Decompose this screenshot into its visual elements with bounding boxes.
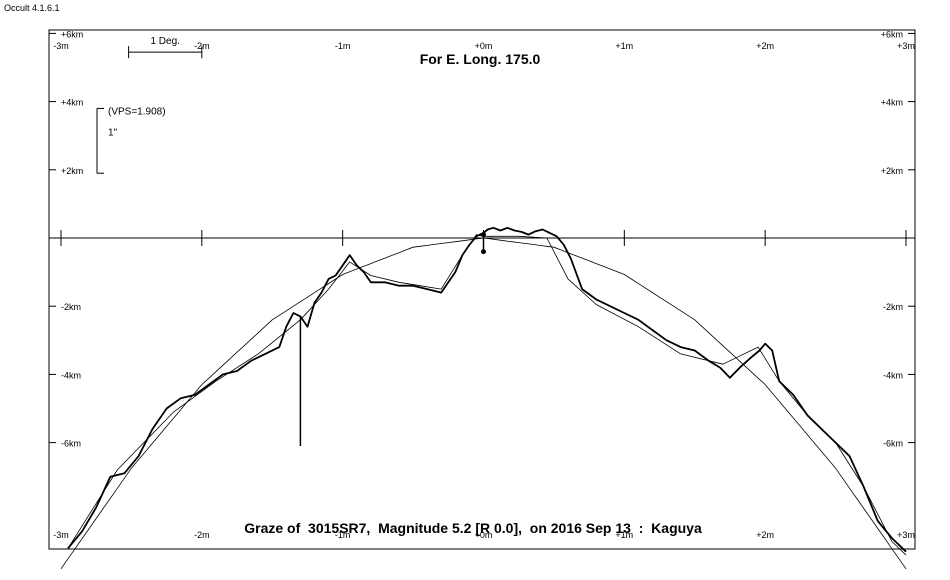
vertical-scale-label: (VPS=1.908) — [108, 106, 166, 117]
x-tick-label-top: +1m — [615, 41, 633, 51]
vertical-scale-unit-label: 1" — [108, 127, 118, 138]
graze-point-dot-bottom — [480, 249, 486, 255]
x-tick-label-bottom: +0m — [475, 530, 493, 540]
x-tick-label-top: +2m — [756, 41, 774, 51]
y-tick-label-right: -6km — [883, 439, 903, 449]
x-tick-label-top: +0m — [475, 41, 493, 51]
chart-subtitle: Graze of 3015SR7, Magnitude 5.2 [R 0.0],… — [244, 520, 702, 536]
y-tick-label-left: -6km — [61, 439, 81, 449]
y-tick-label-right: -2km — [883, 302, 903, 312]
plot-frame — [48, 29, 916, 550]
event-markers — [299, 232, 486, 447]
x-tick-label-bottom: +2m — [756, 530, 774, 540]
app-title: Occult 4.1.6.1 — [4, 3, 60, 13]
x-tick-label-bottom: +3m — [897, 530, 915, 540]
y-tick-label-left: +2km — [61, 166, 83, 176]
x-tick-label-top: +3m — [897, 41, 915, 51]
plot-border — [48, 29, 916, 550]
y-tick-label-right: +4km — [881, 98, 903, 108]
y-tick-label-left: -4km — [61, 370, 81, 380]
x-tick-label-bottom: +1m — [615, 530, 633, 540]
observed-profile-line — [67, 226, 907, 553]
profile-curves — [60, 226, 907, 570]
y-tick-label-right: +6km — [881, 29, 903, 39]
x-tick-label-bottom: -1m — [335, 530, 351, 540]
x-tick-label-top: -3m — [53, 41, 69, 51]
x-tick-label-top: -1m — [335, 41, 351, 51]
graze-point-dot-top — [480, 232, 486, 238]
chart-title: For E. Long. 175.0 — [420, 51, 541, 67]
axis-ticks: -3m -3m -2m -2m -1m -1m +0m +0m +1m +1m +2m +2m +3m +… — [49, 29, 915, 540]
y-tick-label-left: -2km — [61, 302, 81, 312]
y-tick-label-left: +6km — [61, 29, 83, 39]
x-tick-label-top: -2m — [194, 41, 210, 51]
scale-indicators: 1 Deg. (VPS=1.908) 1" — [96, 36, 203, 174]
x-tick-label-bottom: -2m — [194, 530, 210, 540]
y-tick-label-left: +4km — [61, 98, 83, 108]
y-tick-label-right: +2km — [881, 166, 903, 176]
degree-scale-label: 1 Deg. — [150, 36, 179, 47]
x-tick-label-bottom: -3m — [53, 530, 69, 540]
y-tick-label-right: -4km — [883, 370, 903, 380]
